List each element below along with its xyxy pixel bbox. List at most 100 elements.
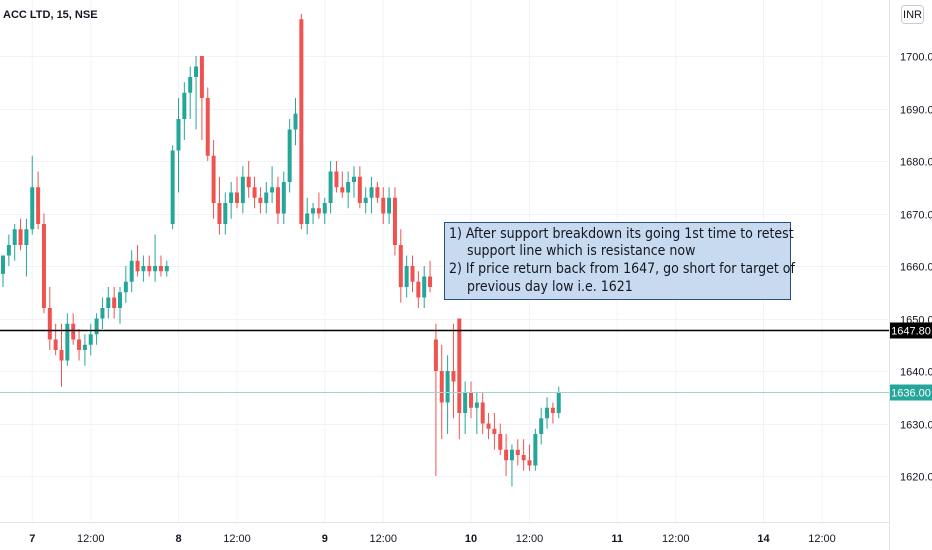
- svg-text:1636.00: 1636.00: [891, 388, 931, 400]
- candle-down: [334, 161, 339, 193]
- time-axis[interactable]: 7 12:00 8 12:00 9 12:00 10 12:00 11 12:00 14 12:00: [29, 533, 836, 545]
- candle-body: [158, 266, 163, 272]
- candle-down: [316, 192, 321, 219]
- candle-up: [305, 197, 310, 235]
- candle-up: [141, 255, 146, 282]
- candle-body: [509, 449, 514, 461]
- candle-up: [369, 176, 374, 214]
- candle-body: [59, 350, 64, 361]
- candle-down: [158, 255, 163, 277]
- candle-up: [194, 56, 199, 130]
- annotation-line-4: previous day low i.e. 1621: [467, 279, 633, 295]
- candle-up: [404, 255, 409, 298]
- candle-body: [445, 371, 450, 403]
- candle-body: [486, 423, 491, 429]
- candle-body: [299, 19, 304, 224]
- candle-up: [170, 145, 175, 230]
- candle-body: [53, 339, 58, 350]
- candle-body: [176, 119, 181, 151]
- x-tick-label: 9: [322, 533, 328, 545]
- candle-body: [199, 56, 204, 98]
- candle-body: [18, 229, 23, 245]
- candle-body: [188, 77, 193, 93]
- candle-down: [53, 323, 58, 356]
- candle-down: [18, 218, 23, 251]
- candle-down: [451, 323, 456, 419]
- y-tick-label: 1690.00: [900, 105, 932, 117]
- candle-down: [147, 255, 152, 277]
- candle-down: [527, 444, 532, 471]
- candle-up: [153, 234, 158, 282]
- candle-down: [381, 187, 386, 224]
- candle-down: [71, 313, 76, 345]
- annotation-note[interactable]: 1) After support breakdown its going 1st…: [444, 222, 796, 300]
- candle-down: [217, 176, 222, 235]
- candle-down: [550, 402, 555, 424]
- price-axis[interactable]: 1620.001630.001640.001650.001660.001670.…: [900, 52, 932, 484]
- candle-body: [515, 449, 520, 455]
- candle-down: [59, 323, 64, 387]
- candle-body: [194, 66, 199, 77]
- candle-up: [545, 397, 550, 429]
- candle-body: [153, 266, 158, 272]
- candle-body: [398, 245, 403, 287]
- candle-up: [12, 224, 17, 261]
- y-tick-label: 1660.00: [900, 262, 932, 274]
- currency-badge[interactable]: [901, 5, 924, 24]
- y-tick-label: 1640.00: [900, 367, 932, 379]
- candle-up: [88, 323, 93, 356]
- candle-body: [235, 192, 239, 203]
- candle-body: [492, 428, 497, 434]
- candle-down: [258, 187, 263, 214]
- candle-body: [41, 224, 46, 308]
- candle-body: [545, 407, 550, 419]
- candle-down: [112, 287, 117, 319]
- candle-body: [164, 266, 169, 272]
- candle-body: [357, 176, 362, 203]
- candle-down: [375, 182, 380, 203]
- candle-body: [428, 276, 433, 287]
- candle-body: [474, 402, 479, 408]
- candle-body: [334, 171, 339, 188]
- candle-body: [252, 187, 257, 198]
- candle-up: [1, 255, 5, 287]
- candle-up: [311, 203, 316, 224]
- candle-up: [24, 218, 29, 277]
- candle-down: [357, 166, 362, 209]
- candle-up: [123, 266, 128, 303]
- candle-down: [211, 140, 216, 219]
- candle-up: [65, 313, 70, 366]
- candle-up: [281, 171, 286, 224]
- candle-body: [264, 192, 269, 203]
- candle-body: [135, 260, 140, 272]
- candle-body: [556, 392, 561, 413]
- candle-down: [457, 318, 462, 440]
- candle-body: [422, 276, 427, 298]
- candle-body: [463, 392, 468, 413]
- candle-down: [504, 434, 509, 476]
- candle-up: [363, 187, 368, 214]
- candle-body: [270, 187, 275, 193]
- candle-body: [340, 187, 345, 193]
- x-tick-label: 11: [611, 533, 623, 545]
- candle-up: [270, 166, 275, 203]
- candle-up: [346, 171, 351, 209]
- candle-down: [199, 56, 204, 140]
- candle-body: [24, 229, 29, 245]
- candle-body: [392, 197, 397, 245]
- y-tick-label: 1670.00: [900, 210, 932, 222]
- candle-down: [398, 229, 403, 303]
- candle-body: [363, 197, 368, 203]
- candle-body: [141, 266, 146, 272]
- candle-body: [457, 318, 462, 413]
- y-tick-label: 1630.00: [900, 420, 932, 432]
- candle-up: [328, 161, 333, 214]
- candle-body: [205, 98, 210, 156]
- candle-body: [433, 339, 438, 371]
- candle-body: [375, 187, 380, 198]
- candle-body: [275, 187, 280, 214]
- candle-up: [106, 287, 111, 319]
- candle-body: [316, 208, 321, 214]
- candle-body: [129, 260, 134, 282]
